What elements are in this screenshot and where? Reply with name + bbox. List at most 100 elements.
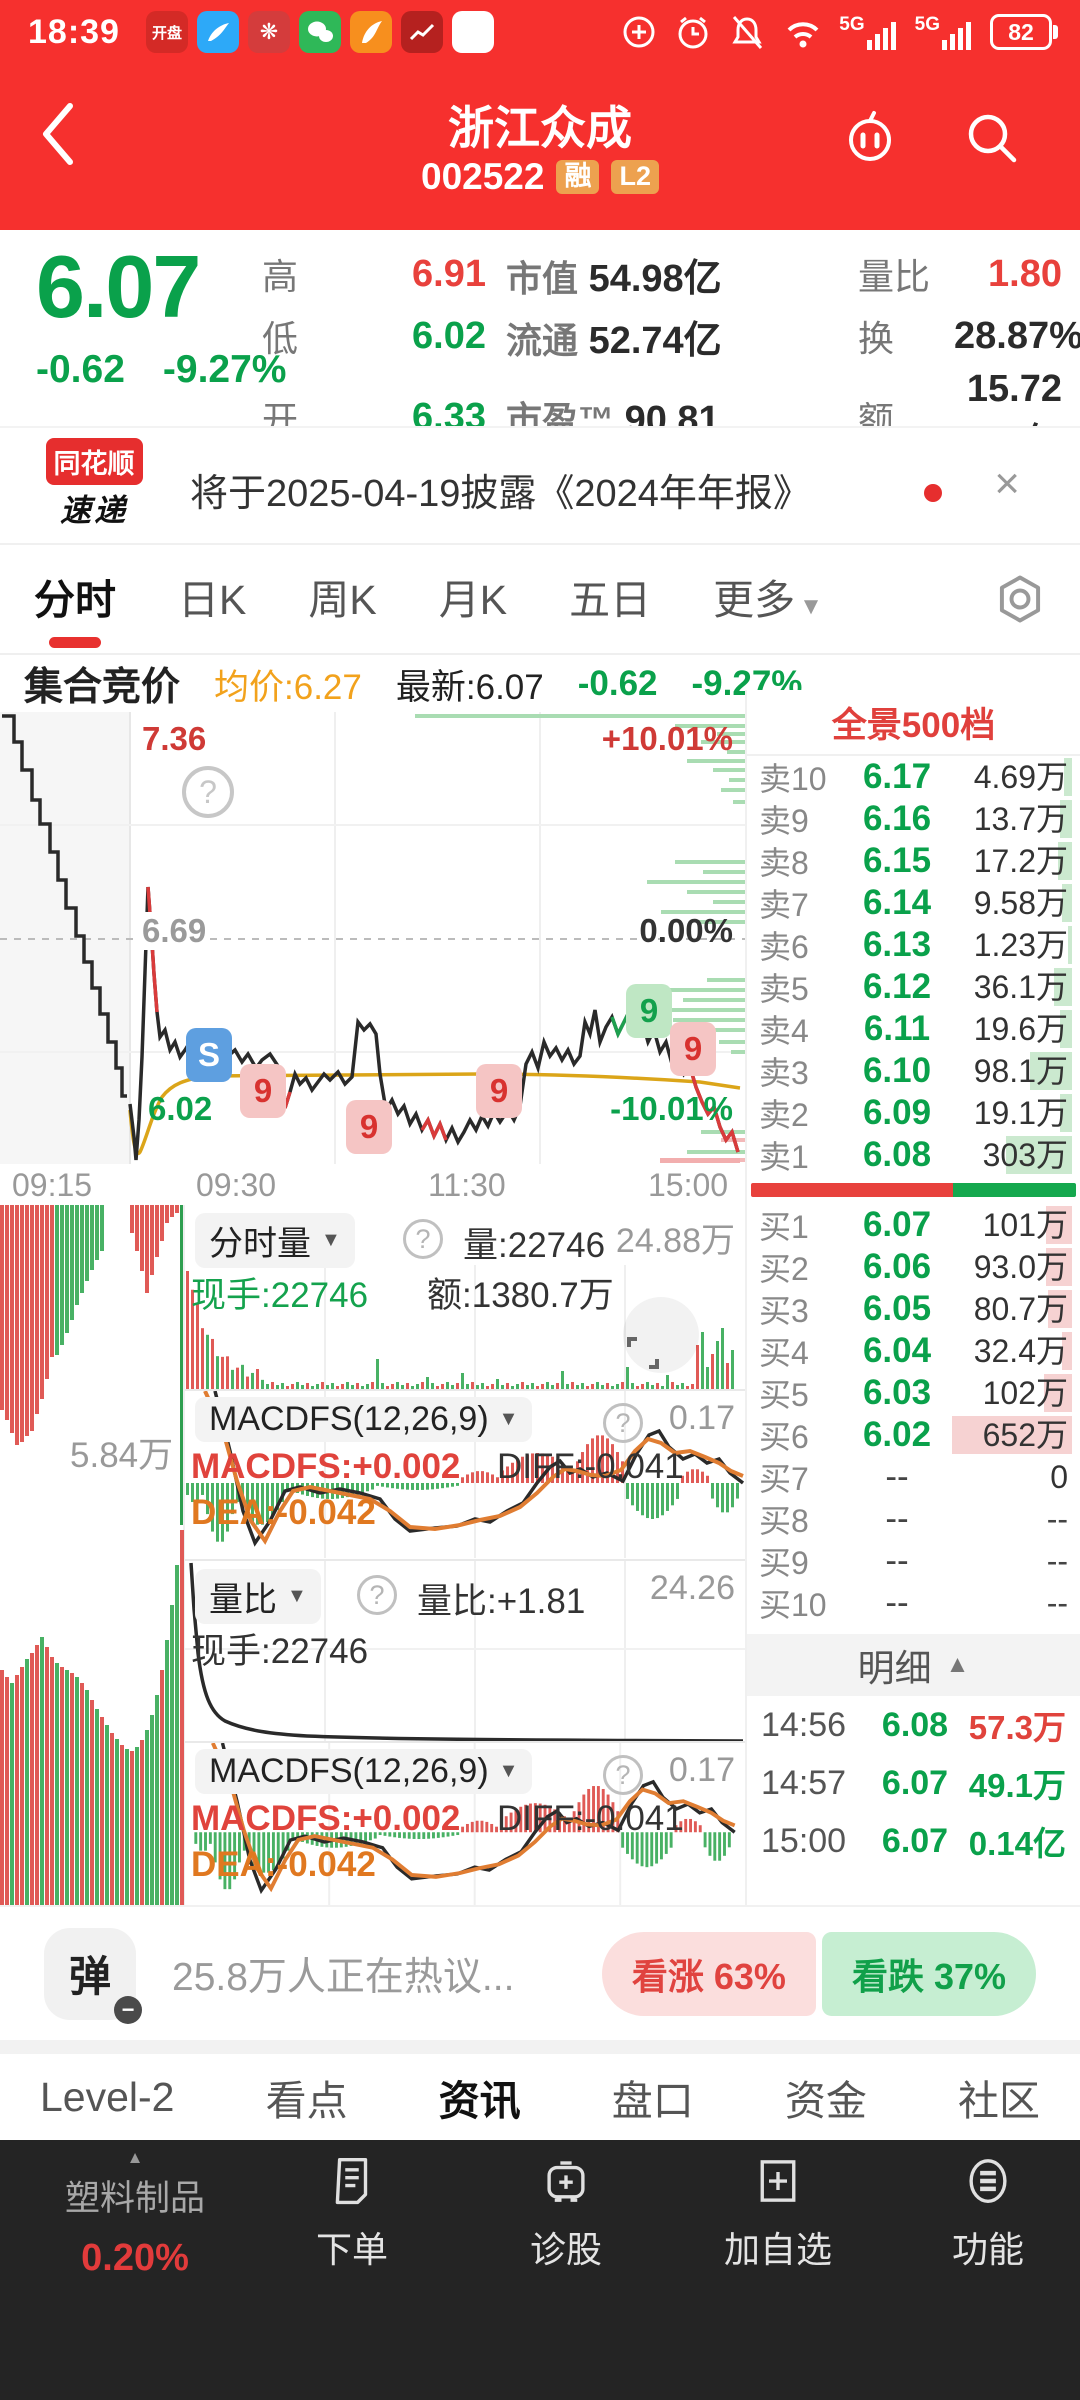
help-icon[interactable]: ? [603, 1755, 643, 1795]
sell-levels: 卖106.174.69万卖96.1613.7万卖86.1517.2万卖76.14… [747, 756, 1080, 1176]
help-icon[interactable]: ? [403, 1219, 443, 1259]
orderbook-buy-row[interactable]: 买10---- [747, 1582, 1080, 1624]
action-bar: ▲ 塑料制品 0.20% 下单 诊股 加自选 功能 [0, 2140, 1080, 2400]
stat-label: 高 [262, 248, 326, 300]
orderbook-buy-row[interactable]: 买66.02652万 [747, 1414, 1080, 1456]
tab-monthly-k[interactable]: 月K [439, 566, 507, 632]
orderbook-sell-row[interactable]: 卖36.1098.1万 [747, 1050, 1080, 1092]
trade-detail-row[interactable]: 14:576.0749.1万 [747, 1754, 1080, 1812]
data-saver-icon [619, 12, 659, 52]
buy-levels: 买16.07101万买26.0693.0万买36.0580.7万买46.0432… [747, 1204, 1080, 1624]
ths-express-logo: 同花顺 速递 [28, 438, 160, 530]
latest-price: 最新:6.07 [396, 659, 544, 710]
nine-turn-badge[interactable]: 9 [670, 1022, 716, 1076]
current-hands: 现手:22746 [191, 1623, 368, 1674]
nine-turn-badge[interactable]: 9 [476, 1064, 522, 1118]
orderbook-sell-row[interactable]: 卖66.131.23万 [747, 924, 1080, 966]
tab-community[interactable]: 社区 [958, 2067, 1040, 2127]
trade-detail-row[interactable]: 14:566.0857.3万 [747, 1696, 1080, 1754]
order-book-panel: 全景500档 卖106.174.69万卖96.1613.7万卖86.1517.2… [745, 690, 1080, 1905]
orderbook-sell-row[interactable]: 卖96.1613.7万 [747, 798, 1080, 840]
volume-subchart[interactable]: 分时量 ▼ ? 量:22746 24.88万 现手:22746 额:1380.7万 [185, 1205, 745, 1389]
robot-assistant-icon[interactable] [838, 106, 902, 170]
news-bar[interactable]: 同花顺 速递 将于2025-04-19披露《2024年年报》 × [0, 426, 1080, 545]
stat-value: 54.98亿 [589, 247, 722, 302]
danmaku-toggle[interactable]: 弹 − [44, 1928, 136, 2020]
tab-five-day[interactable]: 五日 [569, 566, 651, 632]
macd-subchart-1[interactable]: MACDFS(12,26,9) ▼ ? 0.17 MACDFS:+0.002 DI… [185, 1391, 745, 1558]
orderbook-buy-row[interactable]: 买7--0 [747, 1456, 1080, 1498]
orderbook-buy-row[interactable]: 买56.03102万 [747, 1372, 1080, 1414]
orderbook-buy-row[interactable]: 买8---- [747, 1498, 1080, 1540]
tab-highlights[interactable]: 看点 [266, 2067, 348, 2127]
orderbook-buy-row[interactable]: 买9---- [747, 1540, 1080, 1582]
orderbook-buy-row[interactable]: 买16.07101万 [747, 1204, 1080, 1246]
tab-daily-k[interactable]: 日K [178, 566, 246, 632]
bearish-button[interactable]: 看跌 37% [822, 1932, 1036, 2016]
panorama-500-button[interactable]: 全景500档 [747, 690, 1080, 756]
tab-level2[interactable]: Level-2 [40, 2074, 174, 2121]
stat-value: 6.91 [326, 253, 486, 296]
orderbook-buy-row[interactable]: 买36.0580.7万 [747, 1288, 1080, 1330]
place-order-button[interactable]: 下单 [272, 2154, 432, 2273]
orderbook-sell-row[interactable]: 卖26.0919.1万 [747, 1092, 1080, 1134]
scale-max: 0.17 [669, 1751, 735, 1790]
stat-value: 6.02 [326, 315, 486, 358]
diagnose-stock-button[interactable]: 诊股 [486, 2154, 646, 2273]
kaipan-app-icon: 开盘 [146, 11, 188, 53]
chart-settings-icon[interactable] [994, 573, 1046, 625]
orderbook-buy-row[interactable]: 买46.0432.4万 [747, 1330, 1080, 1372]
tab-funds[interactable]: 资金 [785, 2067, 867, 2127]
orderbook-sell-row[interactable]: 卖56.1236.1万 [747, 966, 1080, 1008]
add-watchlist-button[interactable]: 加自选 [698, 2154, 858, 2273]
dea-value: DEA:-0.042 [191, 1493, 376, 1533]
news-headline[interactable]: 将于2025-04-19披露《2024年年报》 [190, 462, 811, 517]
tab-news[interactable]: 资讯 [439, 2067, 521, 2127]
tab-fenshi[interactable]: 分时 [34, 566, 116, 632]
search-icon[interactable] [960, 106, 1024, 170]
mid-price-label: 6.69 [138, 912, 210, 950]
orderbook-buy-row[interactable]: 买26.0693.0万 [747, 1246, 1080, 1288]
sector-quote[interactable]: ▲ 塑料制品 0.20% [40, 2148, 230, 2280]
close-icon[interactable]: × [994, 462, 1020, 506]
nine-turn-badge[interactable]: 9 [346, 1100, 392, 1154]
quote-panel: 6.07 -0.62 -9.27% 高 6.91 市值 54.98亿 量比 1.8… [0, 230, 1080, 426]
functions-button[interactable]: 功能 [908, 2154, 1068, 2273]
detail-toggle[interactable]: 明细 ▲ [747, 1634, 1080, 1696]
add-plus-icon [751, 2154, 805, 2208]
status-bar: 18:39 开盘 ❋ 5G 5G 82 [0, 0, 1080, 64]
orderbook-sell-row[interactable]: 卖106.174.69万 [747, 756, 1080, 798]
nine-turn-badge-green[interactable]: 9 [626, 984, 672, 1038]
orderbook-sell-row[interactable]: 卖86.1517.2万 [747, 840, 1080, 882]
depth-histogram[interactable]: 5.84万 [0, 1205, 185, 1905]
sell-signal-badge[interactable]: S [186, 1028, 232, 1082]
orderbook-sell-row[interactable]: 卖76.149.58万 [747, 882, 1080, 924]
hot-discussion-text[interactable]: 25.8万人正在热议... [172, 1946, 514, 2002]
indicator-selector[interactable]: MACDFS(12,26,9) ▼ [195, 1749, 532, 1794]
expand-icon[interactable] [623, 1297, 699, 1373]
help-icon[interactable]: ? [178, 762, 238, 822]
volume-ratio-subchart[interactable]: 量比 ▼ ? 量比:+1.81 24.26 现手:22746 [185, 1561, 745, 1741]
signal-2-icon: 5G [915, 14, 976, 50]
scale-max: 24.26 [650, 1569, 735, 1608]
tab-more[interactable]: 更多 ▼ [713, 566, 823, 632]
orderbook-sell-row[interactable]: 卖16.08303万 [747, 1134, 1080, 1176]
macd-value: MACDFS:+0.002 [191, 1799, 460, 1839]
help-icon[interactable]: ? [603, 1403, 643, 1443]
time-axis: 09:15 09:30 11:30 15:00 [0, 1164, 745, 1205]
tab-weekly-k[interactable]: 周K [308, 566, 376, 632]
wechat-app-icon [299, 11, 341, 53]
macd-subchart-2[interactable]: MACDFS(12,26,9) ▼ ? 0.17 MACDFS:+0.002 DI… [185, 1743, 745, 1905]
indicator-selector[interactable]: 分时量 ▼ [195, 1213, 355, 1268]
depth-max-label: 5.84万 [70, 1427, 173, 1478]
orderbook-sell-row[interactable]: 卖46.1119.6万 [747, 1008, 1080, 1050]
nine-turn-badge[interactable]: 9 [240, 1064, 286, 1118]
help-icon[interactable]: ? [357, 1575, 397, 1615]
indicator-selector[interactable]: MACDFS(12,26,9) ▼ [195, 1397, 532, 1442]
bullish-button[interactable]: 看涨 63% [602, 1932, 816, 2016]
indicator-selector[interactable]: 量比 ▼ [195, 1569, 321, 1624]
timeshare-chart[interactable]: ? 7.36 +10.01% 6.69 0.00% 6.02 -10.01% S… [0, 712, 745, 1205]
tab-order-flow[interactable]: 盘口 [612, 2067, 694, 2127]
macd-value: MACDFS:+0.002 [191, 1447, 460, 1487]
trade-detail-row[interactable]: 15:006.070.14亿 [747, 1812, 1080, 1870]
